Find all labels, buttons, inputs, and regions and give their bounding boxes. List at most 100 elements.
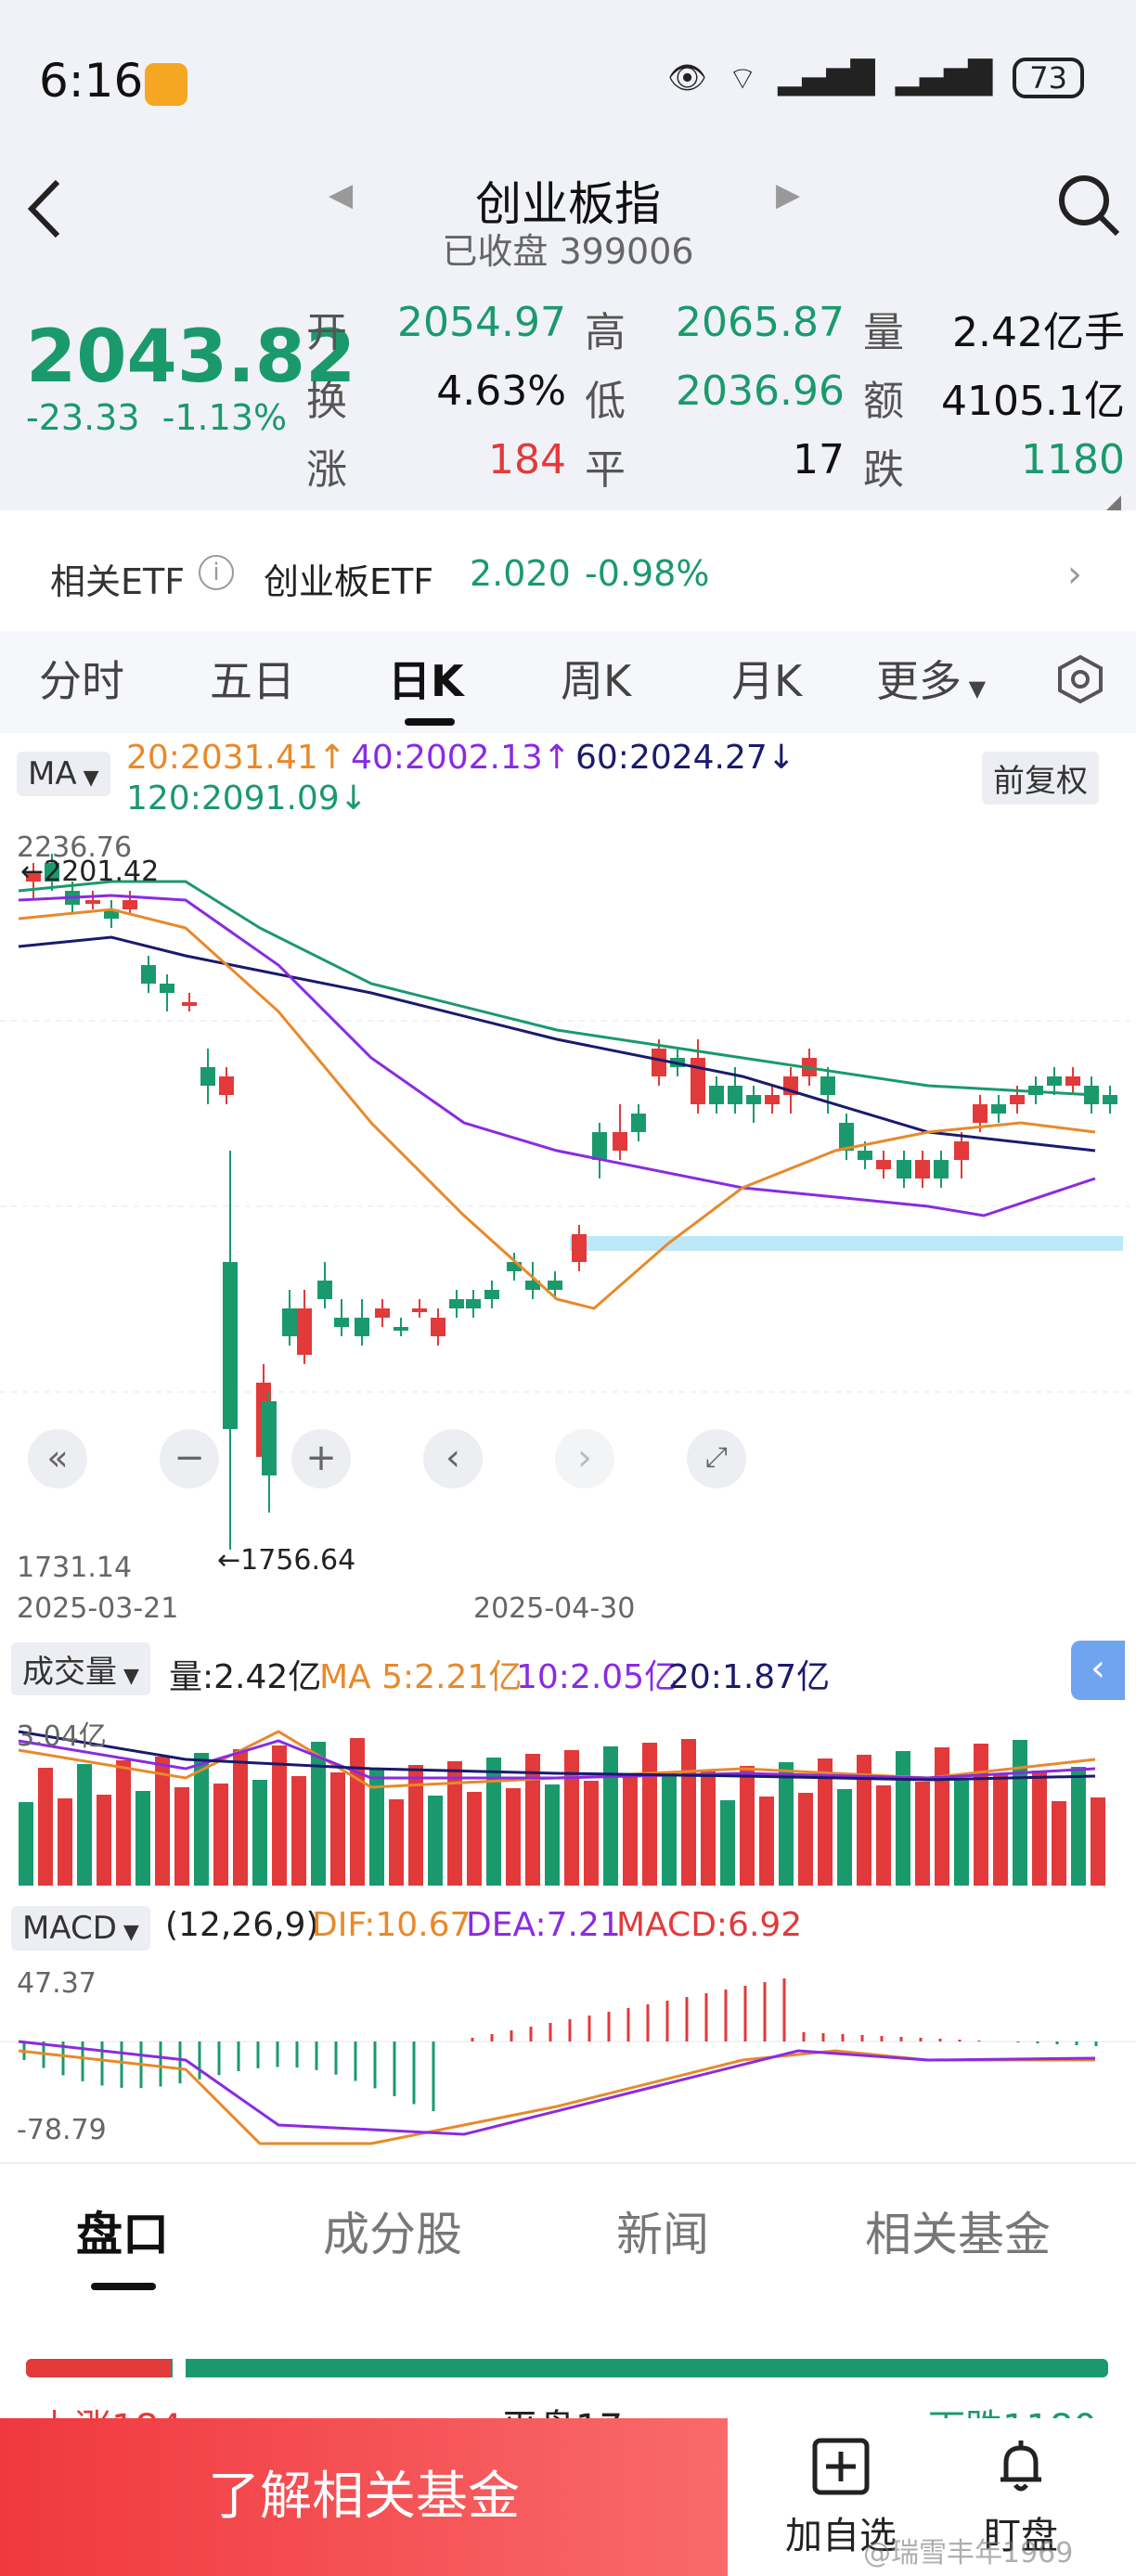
battery-indicator: 73 <box>1013 58 1084 98</box>
volume-bar <box>954 1778 969 1886</box>
volume-bar <box>740 1766 755 1886</box>
volume-bar <box>155 1757 170 1886</box>
macd-indicator-select[interactable]: MACD ▼ <box>11 1906 150 1951</box>
candle-body <box>934 1160 949 1179</box>
scroll-start-button[interactable]: « <box>28 1429 87 1488</box>
candle-body <box>200 1067 215 1086</box>
vol-ma20-line <box>18 1730 1096 1782</box>
vol-ma20-legend: 20:1.87亿 <box>668 1658 831 1696</box>
date-mid: 2025-04-30 <box>473 1592 636 1625</box>
ma-indicator-select[interactable]: MA ▼ <box>17 752 110 796</box>
signal-icon: ▂▄▆█ <box>778 59 875 97</box>
volume-bar <box>428 1796 443 1886</box>
candle-body <box>1047 1076 1062 1086</box>
up-label: 涨 <box>306 446 347 494</box>
info-icon[interactable]: i <box>199 555 234 590</box>
etf-name: 创业板ETF <box>264 561 434 602</box>
bell-icon <box>1000 2441 1041 2492</box>
volume-bar <box>506 1788 521 1886</box>
candle-body <box>839 1123 854 1151</box>
tab-related-funds[interactable]: 相关基金 <box>865 2208 1051 2261</box>
zoom-in-button[interactable]: + <box>291 1429 351 1488</box>
candle-body <box>412 1308 427 1312</box>
expand-corner-icon[interactable] <box>1106 496 1121 510</box>
chart-settings-button[interactable] <box>1054 653 1106 709</box>
turnover-label: 换 <box>306 378 347 425</box>
candle-body <box>631 1114 646 1132</box>
candle-body <box>45 863 59 882</box>
ma60-line <box>18 935 1096 1153</box>
fullscreen-button[interactable]: ⤢ <box>687 1429 746 1488</box>
learn-funds-button[interactable]: 了解相关基金 <box>0 2418 728 2576</box>
hexagon-settings-icon <box>1058 654 1103 704</box>
candle-body <box>182 1002 197 1006</box>
volume-bar <box>818 1758 833 1886</box>
volume-bar <box>389 1799 404 1886</box>
candle-body <box>820 1076 835 1095</box>
prev-index-button[interactable]: ◀ <box>329 176 354 213</box>
watermark: @瑞雪丰年1969 <box>863 2537 1074 2570</box>
volume-bar <box>681 1739 696 1886</box>
volume-bar <box>584 1781 599 1886</box>
low-label: 低 <box>585 378 626 425</box>
volume-bar <box>623 1777 638 1886</box>
search-icon <box>1059 175 1120 237</box>
related-etf-row[interactable]: 相关ETF i 创业板ETF 2.020 -0.98% › <box>0 529 1136 618</box>
tab-orderbook[interactable]: 盘口 <box>76 2208 169 2261</box>
volume-bar <box>97 1795 111 1886</box>
tab-five-day[interactable]: 五日 <box>210 656 295 706</box>
volume-bar <box>759 1797 774 1886</box>
collapse-panel-button[interactable]: ‹ <box>1071 1641 1125 1700</box>
volume-bar <box>38 1768 53 1886</box>
tab-constituents[interactable]: 成分股 <box>323 2208 462 2261</box>
tab-daily-k[interactable]: 日K <box>388 656 464 706</box>
zoom-out-button[interactable]: − <box>160 1429 219 1488</box>
kline-tabs: 分时 五日 日K 周K 月K 更多 ▼ <box>0 631 1136 733</box>
tab-monthly-k[interactable]: 月K <box>731 656 803 706</box>
candle-body <box>449 1299 464 1308</box>
kchart-bottom-value: 1731.14 <box>17 1552 133 1584</box>
volume-bar <box>779 1762 794 1886</box>
search-button[interactable] <box>1054 171 1123 243</box>
ma40-line <box>18 894 1096 1217</box>
back-button[interactable] <box>22 176 69 245</box>
watch-button[interactable]: 盯盘 <box>965 2437 1077 2559</box>
status-time: 6:16 <box>39 54 144 108</box>
ma120-line <box>18 880 1096 1097</box>
bottom-action-bar: 了解相关基金 加自选 盯盘 @瑞雪丰年1969 <box>0 2418 1136 2576</box>
breadth-up-segment <box>26 2359 171 2377</box>
scroll-right-button[interactable]: › <box>555 1429 614 1488</box>
kline-chart[interactable] <box>0 826 1136 1587</box>
volume-bar <box>525 1754 540 1886</box>
tab-intraday[interactable]: 分时 <box>39 656 124 706</box>
adjust-mode-select[interactable]: 前复权 <box>982 752 1099 805</box>
add-watchlist-button[interactable]: 加自选 <box>785 2437 897 2559</box>
vol-ma5-legend: MA 5:2.21亿 <box>319 1658 523 1696</box>
volume-bar <box>369 1769 384 1886</box>
flat-count: 17 <box>793 436 845 483</box>
volume-bar <box>1013 1740 1027 1886</box>
volume-indicator-select[interactable]: 成交量 ▼ <box>11 1642 150 1695</box>
volume-bar <box>77 1764 92 1886</box>
add-square-icon <box>812 2438 870 2495</box>
tab-news[interactable]: 新闻 <box>616 2208 709 2261</box>
volume-bar <box>603 1746 618 1886</box>
volume-bar <box>896 1751 910 1886</box>
candle-body <box>954 1141 969 1160</box>
dropdown-caret-icon: ▼ <box>962 676 987 702</box>
tab-more[interactable]: 更多 ▼ <box>876 656 987 706</box>
scroll-left-button[interactable]: ‹ <box>423 1429 483 1488</box>
candle-body <box>26 872 41 882</box>
weibo-notification-icon <box>145 63 187 106</box>
volume-bar <box>291 1776 306 1886</box>
volume-bar <box>58 1798 72 1886</box>
volume-bar <box>876 1785 891 1886</box>
volume-bar <box>350 1738 365 1886</box>
candle-body <box>104 909 119 919</box>
candle-body <box>431 1318 445 1336</box>
tab-weekly-k[interactable]: 周K <box>561 656 632 706</box>
candle-body <box>484 1290 499 1299</box>
candle-body <box>297 1308 312 1355</box>
candle-body <box>858 1151 872 1160</box>
next-index-button[interactable]: ▶ <box>776 176 801 213</box>
